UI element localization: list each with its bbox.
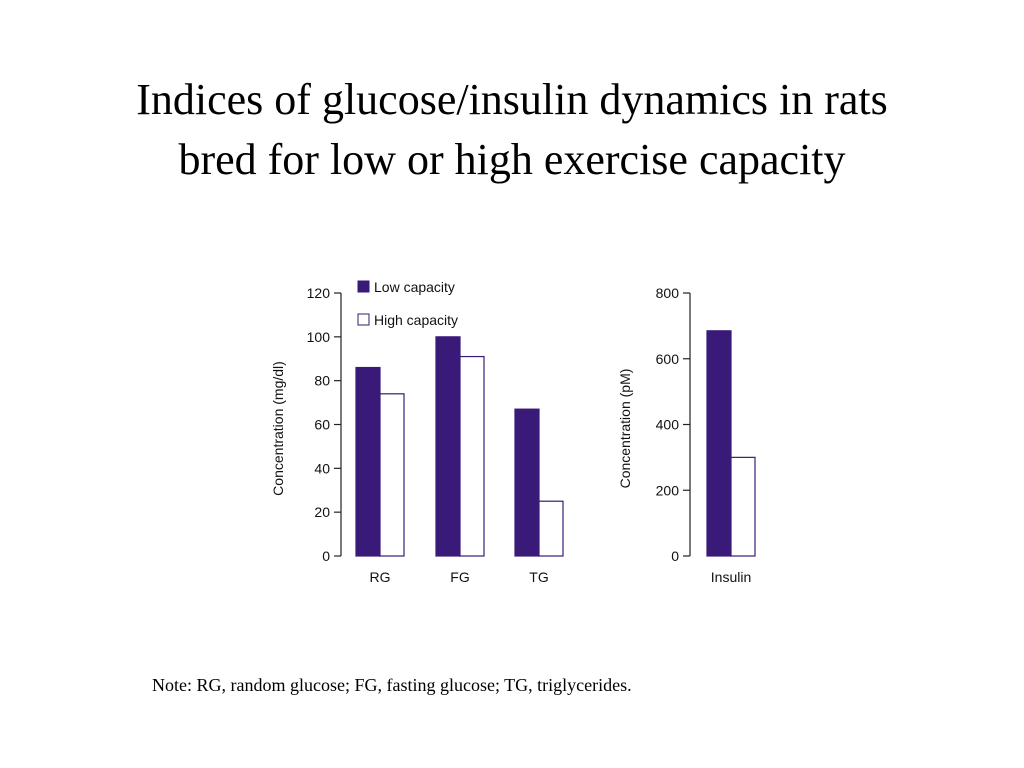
- y-tick-label: 40: [314, 460, 330, 476]
- bar-high-fg: [459, 355, 485, 557]
- x-tick-label: RG: [370, 569, 391, 585]
- y-tick-label: 0: [322, 548, 330, 564]
- bar-low-fg: [435, 336, 461, 557]
- y-tick-label: 0: [671, 548, 679, 564]
- bar-low-rg: [355, 366, 381, 557]
- y-tick-label: 400: [656, 417, 680, 433]
- y-tick-label: 20: [314, 504, 330, 520]
- title-line-2: bred for low or high exercise capacity: [178, 135, 846, 184]
- footnote: Note: RG, random glucose; FG, fasting gl…: [152, 675, 632, 695]
- bar-high-rg: [379, 393, 405, 557]
- y-tick-label: 60: [314, 417, 330, 433]
- slide-title: Indices of glucose/insulin dynamics in r…: [0, 70, 1024, 190]
- bar-high-insulin: [730, 456, 756, 557]
- y-axis-label: Concentration (mg/dl): [270, 361, 286, 496]
- y-tick-label: 80: [314, 373, 330, 389]
- x-tick-label: TG: [529, 569, 548, 585]
- x-tick-label: FG: [450, 569, 469, 585]
- bar-high-tg: [538, 500, 564, 557]
- x-tick-label: Insulin: [711, 569, 751, 585]
- y-tick-label: 100: [307, 329, 331, 345]
- legend-swatch-low: [357, 280, 370, 293]
- legend-swatch-high: [357, 313, 370, 326]
- y-tick-label: 800: [656, 285, 680, 301]
- legend-label-low: Low capacity: [374, 279, 455, 295]
- bar-low-tg: [514, 408, 540, 557]
- y-tick-label: 120: [307, 285, 331, 301]
- y-tick-label: 200: [656, 482, 680, 498]
- title-line-1: Indices of glucose/insulin dynamics in r…: [136, 75, 888, 124]
- y-axis-label: Concentration (pM): [617, 369, 633, 489]
- bar-low-insulin: [706, 330, 732, 557]
- y-tick-label: 600: [656, 351, 680, 367]
- legend-label-high: High capacity: [374, 312, 458, 328]
